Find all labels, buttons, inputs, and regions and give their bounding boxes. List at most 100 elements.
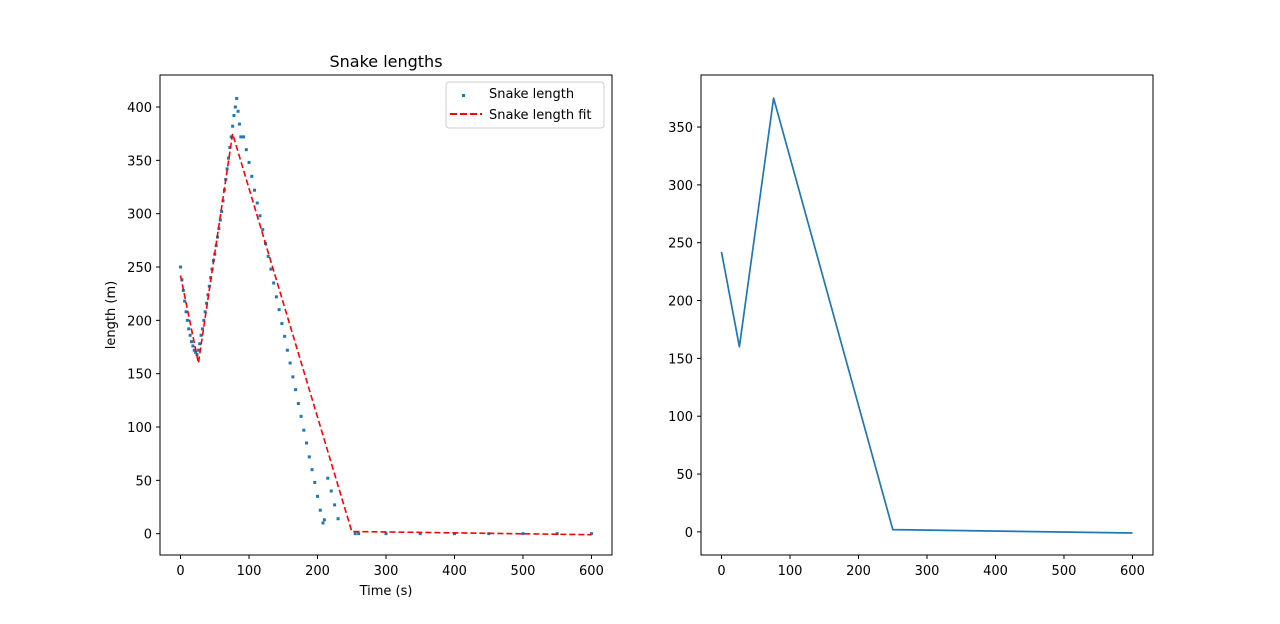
left-scatter-point bbox=[218, 218, 222, 222]
left-y-tick-label: 100 bbox=[127, 421, 152, 436]
left-scatter-point bbox=[190, 340, 194, 344]
left-scatter-point bbox=[296, 402, 300, 406]
left-chart-title: Snake lengths bbox=[329, 52, 442, 71]
right-ticks: 0 100 200 300 400 500 600 0 50 100 150 200 250 300 350 bbox=[668, 121, 1145, 579]
right-y-tick-label: 250 bbox=[668, 237, 693, 252]
left-scatter-point bbox=[225, 167, 229, 171]
left-scatter-point bbox=[326, 476, 330, 480]
left-scatter-point bbox=[299, 414, 303, 418]
left-x-tick-label: 0 bbox=[176, 564, 184, 579]
left-scatter-point bbox=[318, 508, 322, 512]
left-y-tick-label: 400 bbox=[127, 101, 152, 116]
right-data-marks bbox=[720, 97, 1133, 534]
left-scatter-point bbox=[229, 135, 233, 139]
legend-label-snake-length-fit: Snake length fit bbox=[489, 108, 592, 123]
right-y-tick-label: 0 bbox=[685, 526, 693, 541]
left-y-tick-label: 200 bbox=[127, 314, 152, 329]
left-scatter-point bbox=[247, 160, 251, 164]
left-scatter-point bbox=[192, 348, 196, 352]
left-x-tick-label: 400 bbox=[442, 564, 467, 579]
left-scatter-point bbox=[194, 350, 198, 354]
right-chart-panel: 0 100 200 300 400 500 600 0 50 100 150 200 250 300 350 bbox=[668, 74, 1154, 579]
left-scatter-point bbox=[353, 532, 357, 536]
left-scatter-point bbox=[179, 265, 183, 269]
right-x-tick-label: 500 bbox=[1052, 564, 1077, 579]
left-scatter-point bbox=[220, 210, 224, 214]
left-scatter-point bbox=[589, 532, 593, 536]
left-scatter-point bbox=[310, 468, 314, 472]
right-y-tick-label: 350 bbox=[668, 121, 693, 136]
left-scatter-point bbox=[181, 288, 185, 292]
legend: Snake length Snake length fit bbox=[445, 81, 605, 129]
right-series-line-0 bbox=[720, 97, 1133, 534]
left-scatter-point bbox=[277, 308, 281, 312]
left-scatter-point bbox=[291, 375, 295, 379]
left-scatter-point bbox=[333, 503, 337, 507]
left-x-tick-label: 300 bbox=[374, 564, 399, 579]
right-y-tick-label: 300 bbox=[668, 179, 693, 194]
left-x-tick-label: 500 bbox=[511, 564, 536, 579]
left-scatter-point bbox=[521, 532, 525, 536]
left-scatter-point bbox=[200, 327, 204, 331]
left-scatter-point bbox=[258, 214, 262, 218]
left-scatter-point bbox=[250, 174, 254, 178]
left-scatter-point bbox=[313, 480, 317, 484]
left-scatter-point bbox=[285, 348, 289, 352]
right-x-tick-label: 300 bbox=[915, 564, 940, 579]
right-x-tick-label: 0 bbox=[717, 564, 725, 579]
left-scatter-point bbox=[239, 135, 243, 139]
left-x-tick-label: 100 bbox=[237, 564, 262, 579]
left-scatter-point bbox=[288, 361, 292, 365]
left-scatter-point bbox=[280, 322, 284, 326]
left-scatter-point bbox=[294, 388, 298, 392]
left-scatter-point bbox=[199, 333, 203, 337]
left-scatter-point bbox=[232, 114, 236, 118]
left-scatter-point bbox=[231, 124, 235, 128]
legend-box bbox=[445, 81, 605, 129]
legend-scatter-marker-icon bbox=[462, 94, 465, 97]
left-scatter-point bbox=[322, 518, 326, 522]
right-x-tick-label: 200 bbox=[846, 564, 871, 579]
left-scatter-point bbox=[321, 521, 325, 525]
left-scatter-point bbox=[195, 352, 199, 356]
left-y-tick-label: 150 bbox=[127, 368, 152, 383]
right-y-tick-label: 150 bbox=[668, 352, 693, 367]
left-scatter-point bbox=[233, 105, 237, 109]
left-scatter-point bbox=[244, 148, 248, 152]
left-scatter-point bbox=[242, 135, 246, 139]
left-x-tick-label: 200 bbox=[305, 564, 330, 579]
left-y-tick-label: 0 bbox=[144, 528, 152, 543]
right-x-tick-label: 400 bbox=[983, 564, 1008, 579]
left-scatter-point bbox=[384, 532, 388, 536]
left-scatter-point bbox=[266, 254, 270, 258]
left-data-marks bbox=[179, 96, 593, 536]
left-scatter-point bbox=[184, 310, 188, 314]
left-scatter-point bbox=[269, 267, 273, 271]
left-scatter-point bbox=[316, 494, 320, 498]
left-scatter-point bbox=[202, 318, 206, 322]
left-scatter-point bbox=[183, 299, 187, 303]
left-scatter-point bbox=[236, 109, 240, 113]
legend-label-snake-length: Snake length bbox=[489, 87, 574, 102]
left-y-tick-label: 250 bbox=[127, 261, 152, 276]
left-scatter-point bbox=[357, 532, 361, 536]
right-y-tick-label: 50 bbox=[676, 468, 693, 483]
left-scatter-point bbox=[307, 455, 311, 459]
left-scatter-point bbox=[226, 156, 230, 160]
left-scatter-point bbox=[274, 295, 278, 299]
left-scatter-point bbox=[283, 334, 287, 338]
left-scatter-point bbox=[329, 489, 333, 493]
left-y-tick-label: 350 bbox=[127, 154, 152, 169]
right-y-tick-label: 100 bbox=[668, 410, 693, 425]
left-chart-panel: Snake lengths Time (s) length (m) 0 100 20… bbox=[104, 52, 613, 599]
left-scatter-point bbox=[196, 348, 200, 352]
left-scatter-point bbox=[272, 281, 276, 285]
left-scatter-point bbox=[237, 122, 241, 126]
left-series-line-1 bbox=[179, 132, 592, 536]
left-scatter-point bbox=[185, 318, 189, 322]
left-scatter-point bbox=[188, 333, 192, 337]
left-scatter-point bbox=[336, 517, 340, 521]
left-x-axis-label: Time (s) bbox=[359, 584, 413, 599]
